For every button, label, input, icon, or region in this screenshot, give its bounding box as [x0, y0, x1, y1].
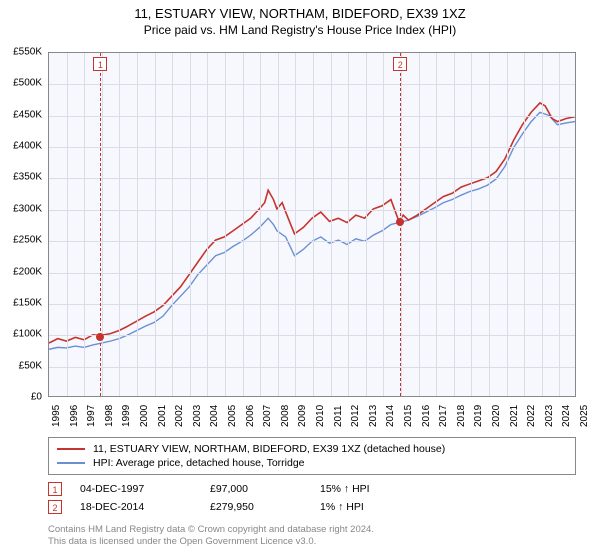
x-tick-label: 2012: [350, 405, 361, 427]
x-tick-label: 2000: [139, 405, 150, 427]
x-tick-label: 2021: [509, 405, 520, 427]
legend-box: 11, ESTUARY VIEW, NORTHAM, BIDEFORD, EX3…: [48, 437, 576, 475]
x-tick-label: 2006: [245, 405, 256, 427]
sales-row: 2 18-DEC-2014 £279,950 1% ↑ HPI: [48, 498, 440, 516]
sales-date: 18-DEC-2014: [80, 501, 210, 513]
x-tick-label: 2011: [333, 405, 344, 427]
marker-dot: [396, 218, 404, 226]
x-tick-label: 2001: [157, 405, 168, 427]
sales-rel-hpi: 15% ↑ HPI: [320, 483, 440, 495]
x-tick-label: 2023: [544, 405, 555, 427]
y-tick-label: £400K: [13, 141, 42, 152]
x-tick-label: 2016: [421, 405, 432, 427]
x-tick-label: 2017: [438, 405, 449, 427]
legend-label: HPI: Average price, detached house, Torr…: [93, 457, 305, 469]
x-tick-label: 2015: [403, 405, 414, 427]
x-tick-label: 2024: [561, 405, 572, 427]
x-tick-label: 1995: [51, 405, 62, 427]
y-tick-label: £550K: [13, 47, 42, 58]
x-tick-label: 2014: [385, 405, 396, 427]
y-tick-label: £450K: [13, 109, 42, 120]
x-tick-label: 2010: [315, 405, 326, 427]
y-axis: £0£50K£100K£150K£200K£250K£300K£350K£400…: [0, 52, 48, 397]
chart-title-address: 11, ESTUARY VIEW, NORTHAM, BIDEFORD, EX3…: [0, 6, 600, 21]
sales-table: 1 04-DEC-1997 £97,000 15% ↑ HPI 2 18-DEC…: [48, 480, 440, 516]
sales-marker-box: 2: [48, 500, 62, 514]
marker-box: 2: [393, 57, 407, 71]
y-tick-label: £100K: [13, 329, 42, 340]
x-axis: 1995 1996 1997 1998 1999 2000 2001 2002 2003 2004…: [48, 397, 576, 437]
x-tick-label: 2002: [174, 405, 185, 427]
x-tick-label: 2008: [280, 405, 291, 427]
footer-attribution: Contains HM Land Registry data © Crown c…: [48, 524, 374, 549]
marker-box: 1: [93, 57, 107, 71]
x-tick-label: 2013: [368, 405, 379, 427]
x-tick-label: 1999: [121, 405, 132, 427]
chart-lines-svg: [49, 53, 575, 396]
footer-line1: Contains HM Land Registry data © Crown c…: [48, 524, 374, 536]
sales-rel-hpi: 1% ↑ HPI: [320, 501, 440, 513]
legend-row: HPI: Average price, detached house, Torr…: [57, 456, 567, 470]
y-tick-label: £300K: [13, 203, 42, 214]
sales-price: £97,000: [210, 483, 320, 495]
legend-label: 11, ESTUARY VIEW, NORTHAM, BIDEFORD, EX3…: [93, 443, 445, 455]
x-tick-label: 1996: [69, 405, 80, 427]
chart-title-block: 11, ESTUARY VIEW, NORTHAM, BIDEFORD, EX3…: [0, 0, 600, 39]
x-tick-label: 2003: [192, 405, 203, 427]
y-tick-label: £500K: [13, 78, 42, 89]
x-tick-label: 2019: [473, 405, 484, 427]
x-tick-label: 2009: [297, 405, 308, 427]
sales-row: 1 04-DEC-1997 £97,000 15% ↑ HPI: [48, 480, 440, 498]
y-tick-label: £350K: [13, 172, 42, 183]
y-tick-label: £150K: [13, 297, 42, 308]
sales-date: 04-DEC-1997: [80, 483, 210, 495]
legend-row: 11, ESTUARY VIEW, NORTHAM, BIDEFORD, EX3…: [57, 442, 567, 456]
sales-price: £279,950: [210, 501, 320, 513]
y-tick-label: £0: [31, 392, 42, 403]
x-tick-label: 2005: [227, 405, 238, 427]
legend-swatch: [57, 462, 85, 464]
x-tick-label: 2018: [456, 405, 467, 427]
footer-line2: This data is licensed under the Open Gov…: [48, 536, 374, 548]
x-tick-label: 2004: [209, 405, 220, 427]
series-line: [49, 103, 575, 343]
legend-swatch: [57, 448, 85, 450]
x-tick-label: 2020: [491, 405, 502, 427]
y-tick-label: £50K: [19, 360, 42, 371]
chart-plot-area: 12: [48, 52, 576, 397]
x-tick-label: 2022: [526, 405, 537, 427]
x-tick-label: 1997: [86, 405, 97, 427]
y-tick-label: £250K: [13, 235, 42, 246]
y-tick-label: £200K: [13, 266, 42, 277]
sales-marker-box: 1: [48, 482, 62, 496]
x-tick-label: 2007: [262, 405, 273, 427]
x-tick-label: 1998: [104, 405, 115, 427]
x-tick-label: 2025: [579, 405, 590, 427]
marker-dot: [96, 333, 104, 341]
marker-vline: [100, 53, 101, 396]
chart-title-subtitle: Price paid vs. HM Land Registry's House …: [0, 23, 600, 37]
